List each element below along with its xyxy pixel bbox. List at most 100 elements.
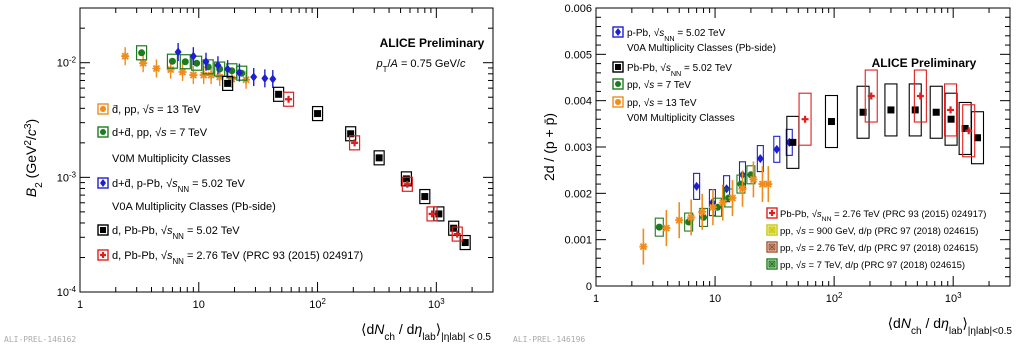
right-legend-header: V0M Multiplicity Classes (627, 113, 735, 124)
left-data-point (450, 224, 458, 232)
right-data-point (961, 124, 969, 132)
left-data-point (261, 73, 269, 83)
left-data-point (269, 74, 277, 84)
right-watermark: ALI-PREL-146196 (513, 335, 585, 344)
right-data-point (916, 92, 924, 100)
right-syst-box (856, 85, 870, 139)
left-data-point (428, 210, 436, 218)
left-syst-box (202, 59, 214, 75)
right-data-point (655, 223, 663, 231)
right-y-tick-label: 0.006 (564, 3, 592, 15)
right-data-point (749, 175, 758, 184)
right-syst-box (943, 83, 958, 137)
right-syst-box (736, 174, 746, 194)
right-y-tick-label: 0.005 (564, 49, 592, 61)
right-legend-label: pp, √s = 900 GeV, d/p (PRC 97 (2018) 024… (780, 226, 978, 237)
left-syst-box (345, 126, 357, 142)
right-data-point (965, 127, 973, 135)
left-syst-box (401, 176, 413, 192)
left-plot-frame (79, 7, 494, 293)
left-legend-label: d+d̄, p-Pb, √sNN = 5.02 TeV (112, 178, 246, 194)
left-syst-box (135, 45, 148, 61)
right-data-point (932, 108, 940, 116)
left-y-tick-label: 10-4 (57, 285, 77, 300)
right-y-tick-label: 0.003 (564, 142, 592, 154)
right-legend-swatch (612, 96, 624, 108)
right-data-point (675, 216, 684, 225)
left-data-point (199, 71, 208, 80)
left-x-axis-title: ⟨dNch / dηlab⟩|ηlab| < 0.5 (361, 321, 491, 343)
right-syst-box (962, 104, 976, 158)
right-series-3 (639, 161, 773, 265)
right-y-tick-label: 0 (586, 281, 592, 293)
left-data-point (189, 51, 197, 61)
left-data-point (285, 95, 293, 103)
left-y-tick-label: 10-3 (57, 170, 77, 185)
right-data-point (708, 203, 717, 212)
left-data-point (166, 65, 175, 74)
right-syst-box (698, 207, 709, 227)
left-legend-swatch (97, 103, 109, 115)
right-y-tick-label: 0.004 (564, 96, 592, 108)
right-title: ALICE Preliminary (872, 56, 977, 70)
left-y-tick-label: 10-2 (57, 55, 76, 70)
right-syst-box (970, 111, 985, 165)
right-syst-box (654, 217, 664, 237)
left-legend-label: d, Pb-Pb, √sNN = 2.76 TeV (PRC 93 (2015)… (112, 250, 363, 266)
right-legend-label: p-Pb, √sNN = 5.02 TeV (627, 27, 726, 43)
right-y-axis-title: 2d / (p + p̄) (541, 113, 557, 181)
left-syst-box (373, 150, 385, 166)
left-syst-box (222, 75, 234, 91)
left-syst-box (448, 220, 460, 236)
right-syst-box (913, 69, 927, 123)
left-data-point (403, 180, 411, 188)
left-y-axis-title: B2 (GeV2/c3) (23, 119, 45, 197)
right-data-point (758, 180, 767, 189)
right-data-point (859, 108, 867, 116)
left-legend-swatch (97, 224, 109, 236)
right-data-point (764, 180, 773, 189)
left-legend-swatch (97, 177, 109, 189)
right-legend-label: pp, √s = 7 TeV, d/p (PRC 97 (2018) 02461… (780, 260, 965, 271)
right-syst-box (929, 85, 943, 139)
left-data-point (152, 64, 161, 73)
left-data-point (224, 64, 232, 74)
left-syst-box (179, 54, 191, 70)
right-legend-top: p-Pb, √sNN = 5.02 TeV Pb-Pb, √sNN = 5.02 … (612, 26, 776, 124)
left-series-4 (282, 91, 463, 242)
left-data-point (215, 73, 224, 82)
left-data-point (174, 47, 182, 57)
right-data-point (639, 242, 648, 251)
right-data-point (867, 92, 875, 100)
right-legend-label: pp, √s = 13 TeV (627, 97, 697, 109)
right-data-point (801, 115, 809, 123)
left-data-point (121, 52, 130, 61)
right-legend-header: V0A Multiplicity Classes (Pb-side) (627, 43, 776, 54)
left-x-tick-label: 102 (309, 297, 326, 312)
left-data-point (181, 58, 189, 66)
left-legend-label: d, Pb-Pb, √sNN = 5.02 TeV (112, 225, 240, 241)
right-legend-bottom: Pb-Pb, √sNN = 2.76 TeV (PRC 93 (2015) 02… (766, 207, 986, 271)
right-legend-label: Pb-Pb, √sNN = 5.02 TeV (627, 62, 732, 78)
right-panel: 1 10 102 103 0 0.001 0.002 0.003 0.004 0.005 0.006… (513, 3, 1012, 344)
left-data-point (178, 67, 187, 76)
left-data-point (351, 139, 359, 147)
left-watermark: ALI-PREL-146162 (4, 335, 76, 344)
right-data-point (947, 106, 955, 114)
left-data-point (207, 71, 216, 80)
left-data-point (347, 130, 355, 138)
left-panel: 1 10 102 103 10-4 10-3 10-2 B2 (GeV2/c3) ⟨dNch /… (4, 7, 494, 344)
left-syst-box (419, 188, 431, 205)
right-syst-box (798, 92, 812, 146)
left-data-point (375, 154, 383, 162)
left-data-point (168, 57, 176, 65)
right-data-point (687, 213, 696, 222)
right-x-tick-label: 102 (826, 291, 843, 306)
left-legend: d̄, pp, √s = 13 TeV d+d̄, pp, √s = 7 TeV d… (97, 103, 363, 266)
left-x-tick-label: 1 (77, 299, 83, 311)
right-legend-swatch (766, 258, 778, 270)
left-data-point (421, 193, 429, 201)
right-legend-label: Pb-Pb, √sNN = 2.76 TeV (PRC 93 (2015) 02… (780, 209, 986, 223)
right-data-point (693, 181, 701, 191)
right-legend-swatch (766, 207, 778, 219)
